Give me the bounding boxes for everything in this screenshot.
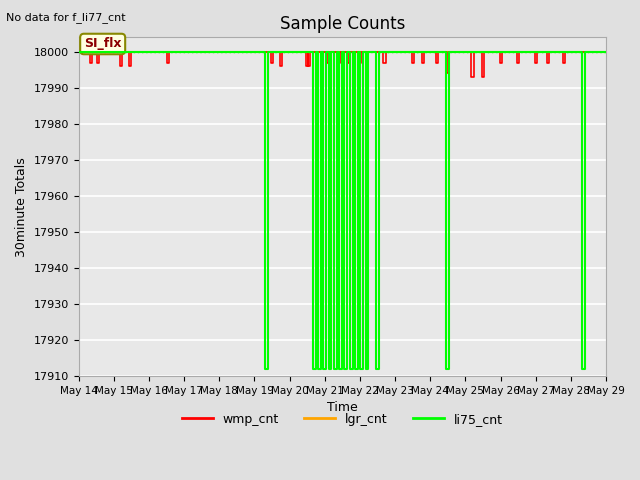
X-axis label: Time: Time (327, 401, 358, 414)
Y-axis label: 30minute Totals: 30minute Totals (15, 157, 28, 256)
Text: SI_flx: SI_flx (84, 37, 122, 50)
Text: No data for f_li77_cnt: No data for f_li77_cnt (6, 12, 126, 23)
Legend: wmp_cnt, lgr_cnt, li75_cnt: wmp_cnt, lgr_cnt, li75_cnt (177, 408, 508, 431)
Title: Sample Counts: Sample Counts (280, 15, 405, 33)
